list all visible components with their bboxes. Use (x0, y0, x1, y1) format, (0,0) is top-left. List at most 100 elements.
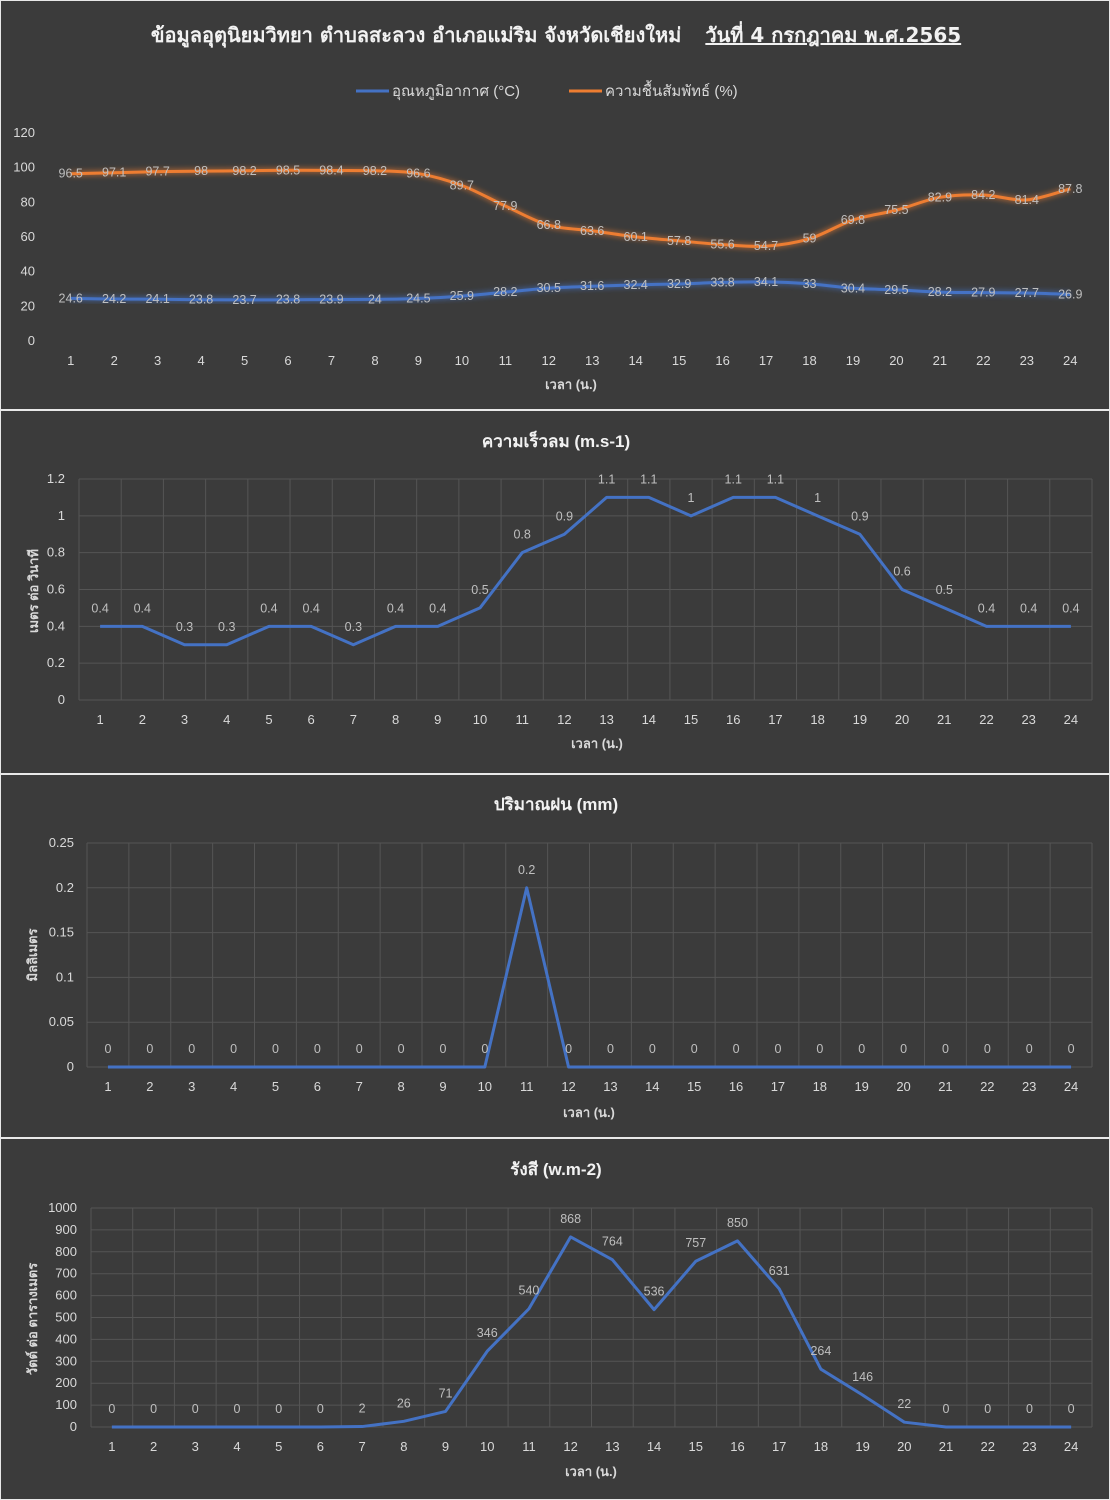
x-tick-label: 6 (284, 353, 291, 368)
y-tick-label: 1.2 (47, 471, 65, 486)
x-tick-label: 20 (889, 353, 903, 368)
data-label: 757 (685, 1236, 706, 1250)
data-label: 0.4 (134, 601, 151, 615)
data-label: 66.8 (537, 218, 561, 232)
x-tick-label: 13 (585, 353, 599, 368)
data-label: 82.9 (928, 190, 952, 204)
data-label: 27.7 (1015, 286, 1039, 300)
x-tick-label: 4 (233, 1439, 240, 1454)
series-line (100, 495, 1071, 647)
x-tick-label: 10 (473, 712, 487, 727)
y-axis-title: มิลลิเมตร (25, 929, 40, 982)
y-tick-label: 0.4 (47, 618, 65, 633)
x-tick-label: 20 (895, 712, 909, 727)
temperature-humidity-chart: ข้อมูลอุตุนิยมวิทยา ตำบลสะลวง อำเภอแม่ริ… (13, 20, 1082, 392)
y-tick-label: 0 (70, 1419, 77, 1434)
data-label: 27.9 (971, 286, 995, 300)
data-label: 31.6 (580, 279, 604, 293)
x-tick-label: 19 (853, 712, 867, 727)
data-label: 23.8 (276, 293, 300, 307)
x-tick-label: 18 (810, 712, 824, 727)
legend-label-temperature: อุณหภูมิอากาศ (°C) (392, 83, 520, 101)
y-tick-label: 40 (21, 264, 35, 279)
data-label: 0 (649, 1042, 656, 1056)
x-tick-label: 6 (308, 712, 315, 727)
chart-panel-wind-speed: ความเร็วลม (m.s-1) 0 0.2 0.4 0.6 0.8 1 1.2 1 2 3 4… (0, 410, 1110, 774)
data-label: 84.2 (971, 188, 995, 202)
data-label: 98.2 (232, 164, 256, 178)
x-tick-label: 21 (937, 712, 951, 727)
x-tick-label: 23 (1020, 353, 1034, 368)
x-tick-label: 9 (439, 1079, 446, 1094)
y-tick-label: 80 (21, 194, 35, 209)
x-tick-label: 15 (672, 353, 686, 368)
data-label: 0.4 (1020, 601, 1037, 615)
data-label: 0.9 (556, 509, 573, 523)
data-label: 71 (439, 1386, 453, 1400)
x-tick-label: 6 (314, 1079, 321, 1094)
data-label: 0 (150, 1402, 157, 1416)
data-label: 0.3 (218, 620, 235, 634)
data-label: 0 (314, 1042, 321, 1056)
x-tick-label: 3 (192, 1439, 199, 1454)
data-label: 0.8 (513, 528, 530, 542)
data-label: 0.5 (471, 583, 488, 597)
data-label: 0 (272, 1042, 279, 1056)
x-tick-label: 18 (814, 1439, 828, 1454)
x-tick-label: 22 (979, 712, 993, 727)
series-line (70, 280, 1071, 302)
data-label: 0 (858, 1042, 865, 1056)
x-tick-label: 23 (1021, 712, 1035, 727)
data-label: 30.4 (841, 281, 865, 295)
wind-speed-chart: ความเร็วลม (m.s-1) 00.20.40.60.811.21 2 3 4… (26, 429, 1093, 751)
data-label: 0 (188, 1042, 195, 1056)
y-tick-label: 0 (28, 333, 35, 348)
x-tick-label: 1 (104, 1079, 111, 1094)
data-label: 0.4 (91, 601, 108, 615)
data-label: 32.4 (624, 278, 648, 292)
data-label: 0 (984, 1402, 991, 1416)
x-tick-label: 20 (896, 1079, 910, 1094)
y-tick-label: 400 (55, 1331, 77, 1346)
data-label: 0 (481, 1042, 488, 1056)
y-tick-label: 0.15 (49, 925, 74, 940)
x-tick-label: 24 (1063, 353, 1077, 368)
x-tick-label: 10 (480, 1439, 494, 1454)
y-tick-label: 0.8 (47, 545, 65, 560)
data-label: 26.9 (1058, 287, 1082, 301)
y-axis-title: เมตร ต่อ วินาที (26, 549, 41, 633)
data-label: 75.5 (884, 203, 908, 217)
x-tick-label: 23 (1022, 1079, 1036, 1094)
data-label: 0 (234, 1402, 241, 1416)
y-tick-label: 0.2 (47, 655, 65, 670)
x-tick-label: 18 (802, 353, 816, 368)
data-label: 2 (359, 1402, 366, 1416)
y-tick-label: 900 (55, 1222, 77, 1237)
x-tick-label: 14 (645, 1079, 659, 1094)
data-label: 55.6 (710, 238, 734, 252)
y-tick-label: 300 (55, 1353, 77, 1368)
data-label: 0.4 (302, 601, 319, 615)
data-label: 24 (368, 292, 382, 306)
x-tick-label: 15 (689, 1439, 703, 1454)
y-tick-label: 60 (21, 229, 35, 244)
data-label: 54.7 (754, 239, 778, 253)
x-tick-label: 3 (181, 712, 188, 727)
legend: อุณหภูมิอากาศ (°C) ความชื้นสัมพัทธ์ (%) (356, 80, 738, 101)
data-label: 0 (317, 1402, 324, 1416)
x-tick-label: 20 (897, 1439, 911, 1454)
data-label: 98.2 (363, 164, 387, 178)
data-label: 63.6 (580, 224, 604, 238)
data-label: 0.5 (936, 583, 953, 597)
x-axis-title: เวลา (น.) (563, 1105, 615, 1120)
y-tick-label: 800 (55, 1244, 77, 1259)
data-label: 346 (477, 1326, 498, 1340)
chart-title: ความเร็วลม (m.s-1) (482, 429, 630, 451)
x-tick-label: 19 (846, 353, 860, 368)
y-tick-label: 0.6 (47, 582, 65, 597)
x-tick-label: 18 (813, 1079, 827, 1094)
x-tick-label: 17 (768, 712, 782, 727)
data-label: 0 (356, 1042, 363, 1056)
